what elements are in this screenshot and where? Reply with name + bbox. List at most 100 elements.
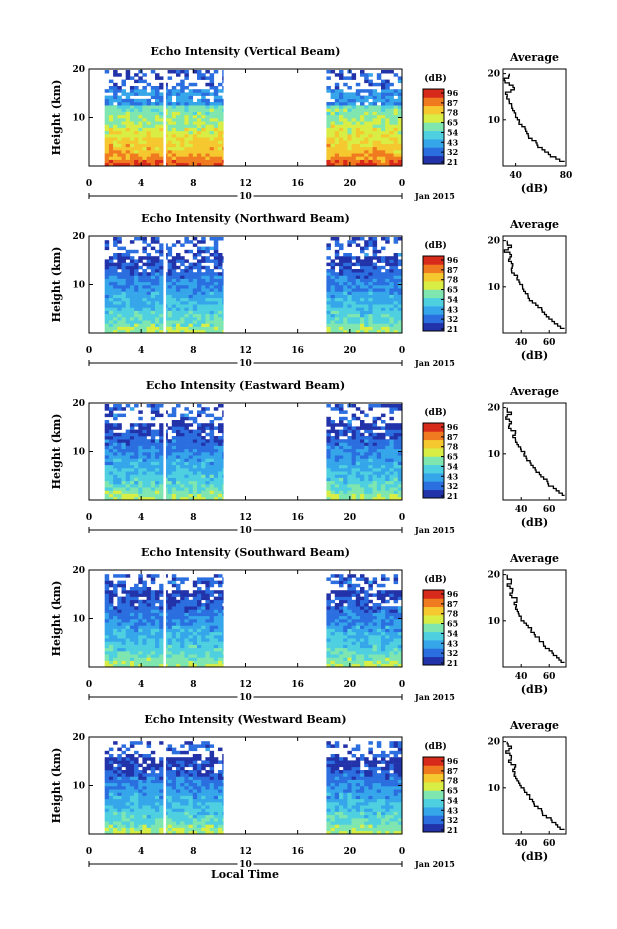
heatmap-cell — [134, 587, 139, 591]
heatmap-cell — [218, 641, 223, 645]
heatmap-cell — [343, 137, 348, 141]
heatmap-cell — [129, 631, 135, 636]
heatmap-cell — [159, 95, 164, 100]
heatmap-cell — [180, 313, 185, 318]
heatmap-cell — [326, 278, 331, 283]
heatmap-cell — [146, 660, 152, 665]
heatmap-cell — [368, 448, 373, 453]
heatmap-cell — [389, 317, 394, 321]
heatmap-cell — [381, 98, 386, 103]
heatmap-cell — [184, 130, 189, 135]
heatmap-cell — [376, 445, 382, 450]
heatmap-cell — [334, 92, 340, 96]
heatmap-cell — [192, 436, 198, 440]
heatmap-cell — [347, 487, 352, 491]
heatmap-cell — [360, 294, 365, 299]
heatmap-cell — [129, 452, 135, 456]
heatmap-cell — [326, 297, 331, 302]
heatmap-cell — [117, 265, 122, 270]
x-tick-label: 16 — [291, 346, 304, 356]
heatmap-cell — [364, 159, 369, 164]
heatmap-cell — [397, 153, 403, 157]
heatmap-cell — [381, 237, 386, 241]
heatmap-cell — [330, 275, 336, 279]
heatmap-cell — [192, 631, 198, 636]
heatmap-cell — [222, 326, 224, 331]
heatmap-cell — [184, 304, 189, 308]
heatmap-cell — [205, 609, 210, 613]
heatmap-cell — [171, 127, 177, 132]
heatmap-cell — [117, 162, 122, 167]
heatmap-cell — [150, 635, 156, 639]
heatmap-cell — [167, 480, 173, 485]
heatmap-cell — [347, 445, 352, 450]
heatmap-cell — [134, 269, 139, 273]
heatmap-cell — [155, 140, 160, 144]
heatmap-cell — [159, 587, 164, 591]
heatmap-cell — [343, 285, 348, 289]
heatmap-cell — [171, 583, 177, 588]
heatmap-cell — [184, 615, 189, 620]
heatmap-cell — [108, 301, 114, 305]
heatmap-cell — [334, 111, 340, 116]
heatmap-cell — [205, 484, 210, 488]
heatmap-cell — [180, 432, 185, 437]
heatmap-cell — [213, 272, 219, 276]
heatmap-cell — [171, 410, 177, 414]
heatmap-cell — [351, 442, 357, 446]
heatmap-cell — [176, 468, 181, 472]
heatmap-cell — [188, 150, 194, 154]
heatmap-cell — [155, 641, 160, 645]
heatmap-cell — [330, 407, 336, 411]
heatmap-cell — [142, 137, 147, 141]
heatmap-cell — [104, 615, 110, 620]
heatmap-cell — [381, 651, 386, 655]
heatmap-cell — [184, 448, 189, 453]
heatmap-cell — [125, 249, 131, 254]
heatmap-cell — [184, 432, 189, 437]
heatmap-cell — [197, 288, 202, 292]
heatmap-cell — [334, 480, 340, 485]
heatmap-cell — [117, 657, 122, 661]
heatmap-cell — [188, 599, 194, 604]
heatmap-cell — [142, 304, 147, 308]
heatmap-cell — [117, 436, 122, 440]
heatmap-cell — [184, 275, 189, 279]
heatmap-cell — [351, 439, 357, 443]
heatmap-cell — [142, 638, 147, 642]
heatmap-cell — [108, 622, 114, 626]
heatmap-cell — [113, 490, 118, 494]
heatmap-cell — [381, 86, 386, 90]
heatmap-cell — [385, 641, 390, 645]
heatmap-cell — [385, 439, 390, 443]
heatmap-cell — [355, 105, 361, 109]
heatmap-cell — [205, 452, 210, 456]
heatmap-cell — [205, 317, 210, 321]
heatmap-cell — [339, 98, 344, 103]
heatmap-cell — [376, 256, 382, 260]
heatmap-cell — [339, 644, 344, 649]
heatmap-cell — [142, 156, 147, 160]
heatmap-cell — [125, 76, 131, 80]
heatmap-cell — [129, 442, 135, 446]
heatmap-cell — [364, 477, 369, 482]
heatmap-cell — [368, 162, 373, 167]
heatmap-cell — [397, 317, 403, 321]
heatmap-cell — [117, 127, 122, 132]
heatmap-cell — [192, 471, 198, 475]
heatmap-cell — [104, 121, 110, 125]
heatmap-cell — [213, 493, 219, 498]
heatmap-cell — [125, 458, 131, 462]
heatmap-cell — [355, 641, 361, 645]
heatmap-cell — [339, 118, 344, 122]
heatmap-cell — [138, 574, 143, 578]
heatmap-cell — [188, 240, 194, 244]
heatmap-cell — [159, 442, 164, 446]
heatmap-cell — [351, 73, 357, 77]
heatmap-cell — [134, 307, 139, 311]
heatmap-cell — [330, 323, 336, 327]
heatmap-cell — [176, 130, 181, 135]
heatmap-cell — [376, 249, 382, 254]
heatmap-cell — [351, 326, 357, 331]
heatmap-cell — [397, 635, 403, 639]
